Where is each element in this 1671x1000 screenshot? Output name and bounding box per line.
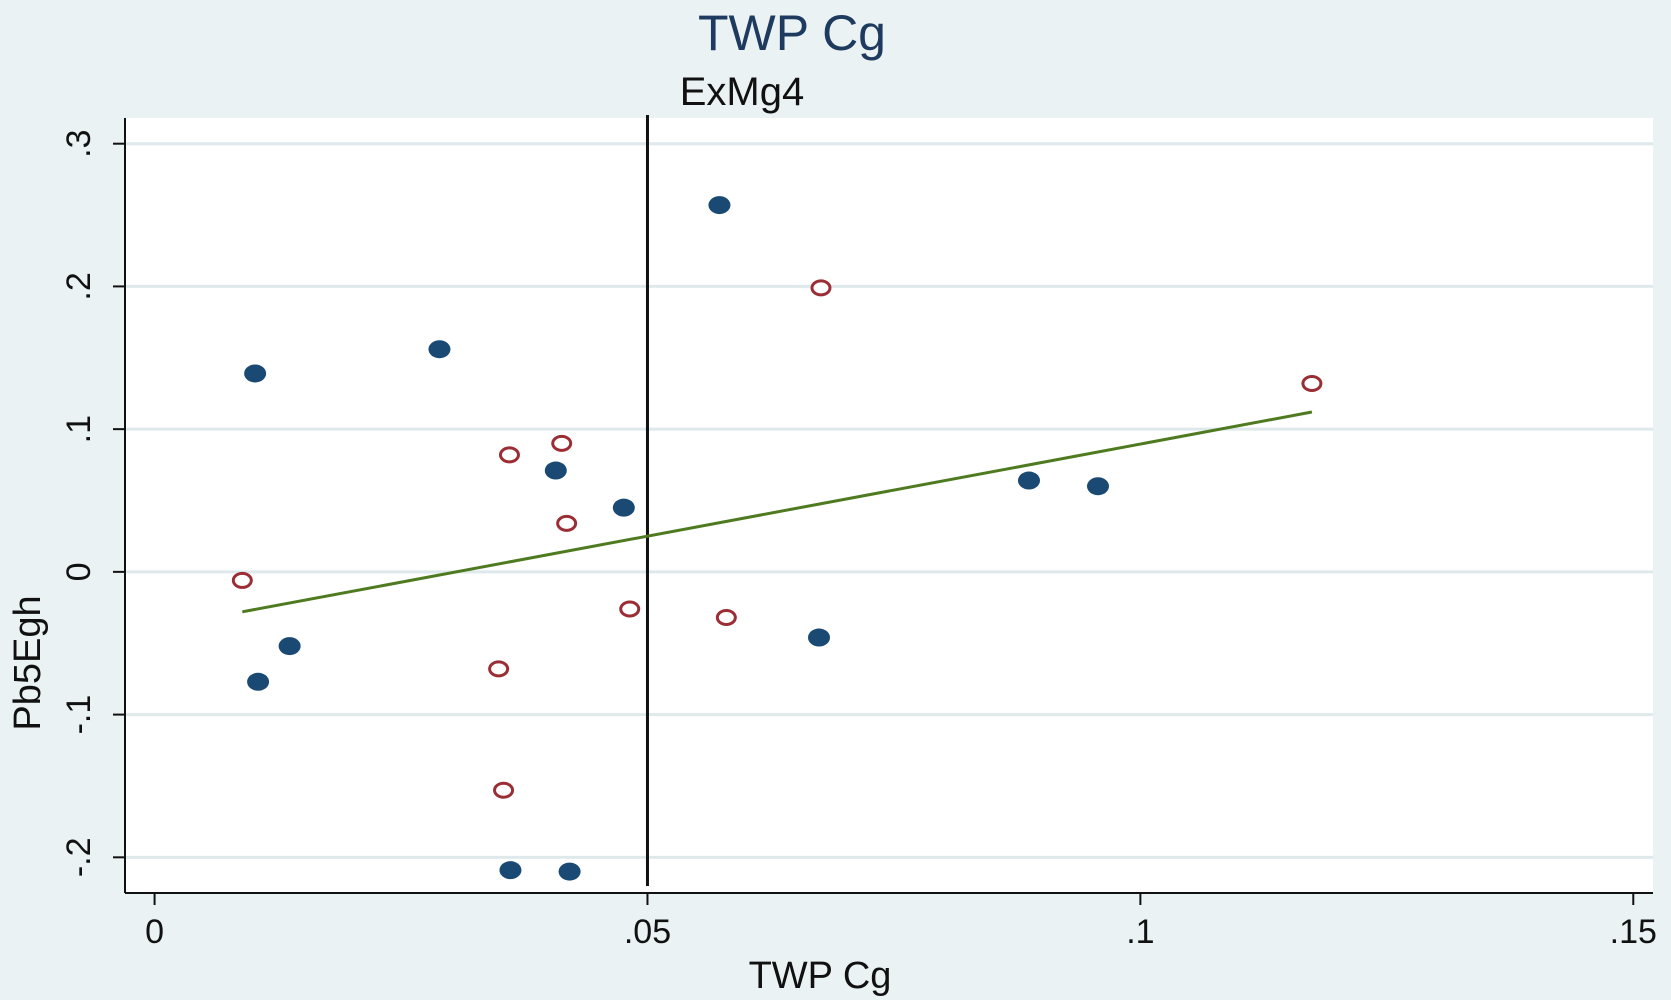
x-axis-title: TWP Cg [749, 955, 892, 997]
fitted-line [242, 410, 1313, 614]
x-tick-label: .15 [1610, 913, 1657, 951]
chart-title: TWP Cg [698, 5, 886, 61]
point-filled [499, 861, 522, 880]
point-hollow [498, 446, 520, 464]
point-filled [558, 862, 581, 881]
point-filled [428, 340, 451, 359]
x-tick-label: 0 [145, 913, 164, 951]
y-tick-label: 0 [60, 562, 98, 581]
x-tick-label: .05 [624, 913, 671, 951]
point-filled [544, 461, 567, 480]
y-tick-label: .3 [60, 130, 98, 158]
x-tick-label: .1 [1126, 913, 1154, 951]
y-tick-label: .1 [60, 415, 98, 443]
point-filled [1086, 477, 1109, 496]
point-filled [278, 637, 301, 656]
y-tick-label: -.1 [60, 695, 98, 735]
data-points [231, 115, 1323, 886]
point-filled [808, 628, 831, 647]
point-hollow [1301, 374, 1323, 392]
plot-area [125, 118, 1653, 893]
point-hollow [556, 514, 578, 532]
point-filled [1017, 471, 1040, 490]
point-hollow [619, 600, 641, 618]
point-hollow [493, 781, 515, 799]
chart-subtitle: ExMg4 [680, 70, 805, 114]
axes: -.2 -.1 0 .1 .2 .3 0 .05 .1 .15 [60, 118, 1657, 951]
point-hollow [551, 434, 573, 452]
point-hollow [810, 279, 832, 297]
point-filled [247, 672, 270, 691]
point-filled [708, 196, 731, 215]
y-axis-title: Pb5Egh [7, 595, 49, 730]
y-tick-label: -.2 [60, 837, 98, 877]
y-tick-label: .2 [60, 272, 98, 300]
gridlines [125, 142, 1653, 859]
point-hollow [715, 609, 737, 627]
point-filled [244, 364, 267, 383]
point-filled [612, 498, 635, 517]
point-hollow [488, 660, 510, 678]
point-hollow [231, 571, 253, 589]
